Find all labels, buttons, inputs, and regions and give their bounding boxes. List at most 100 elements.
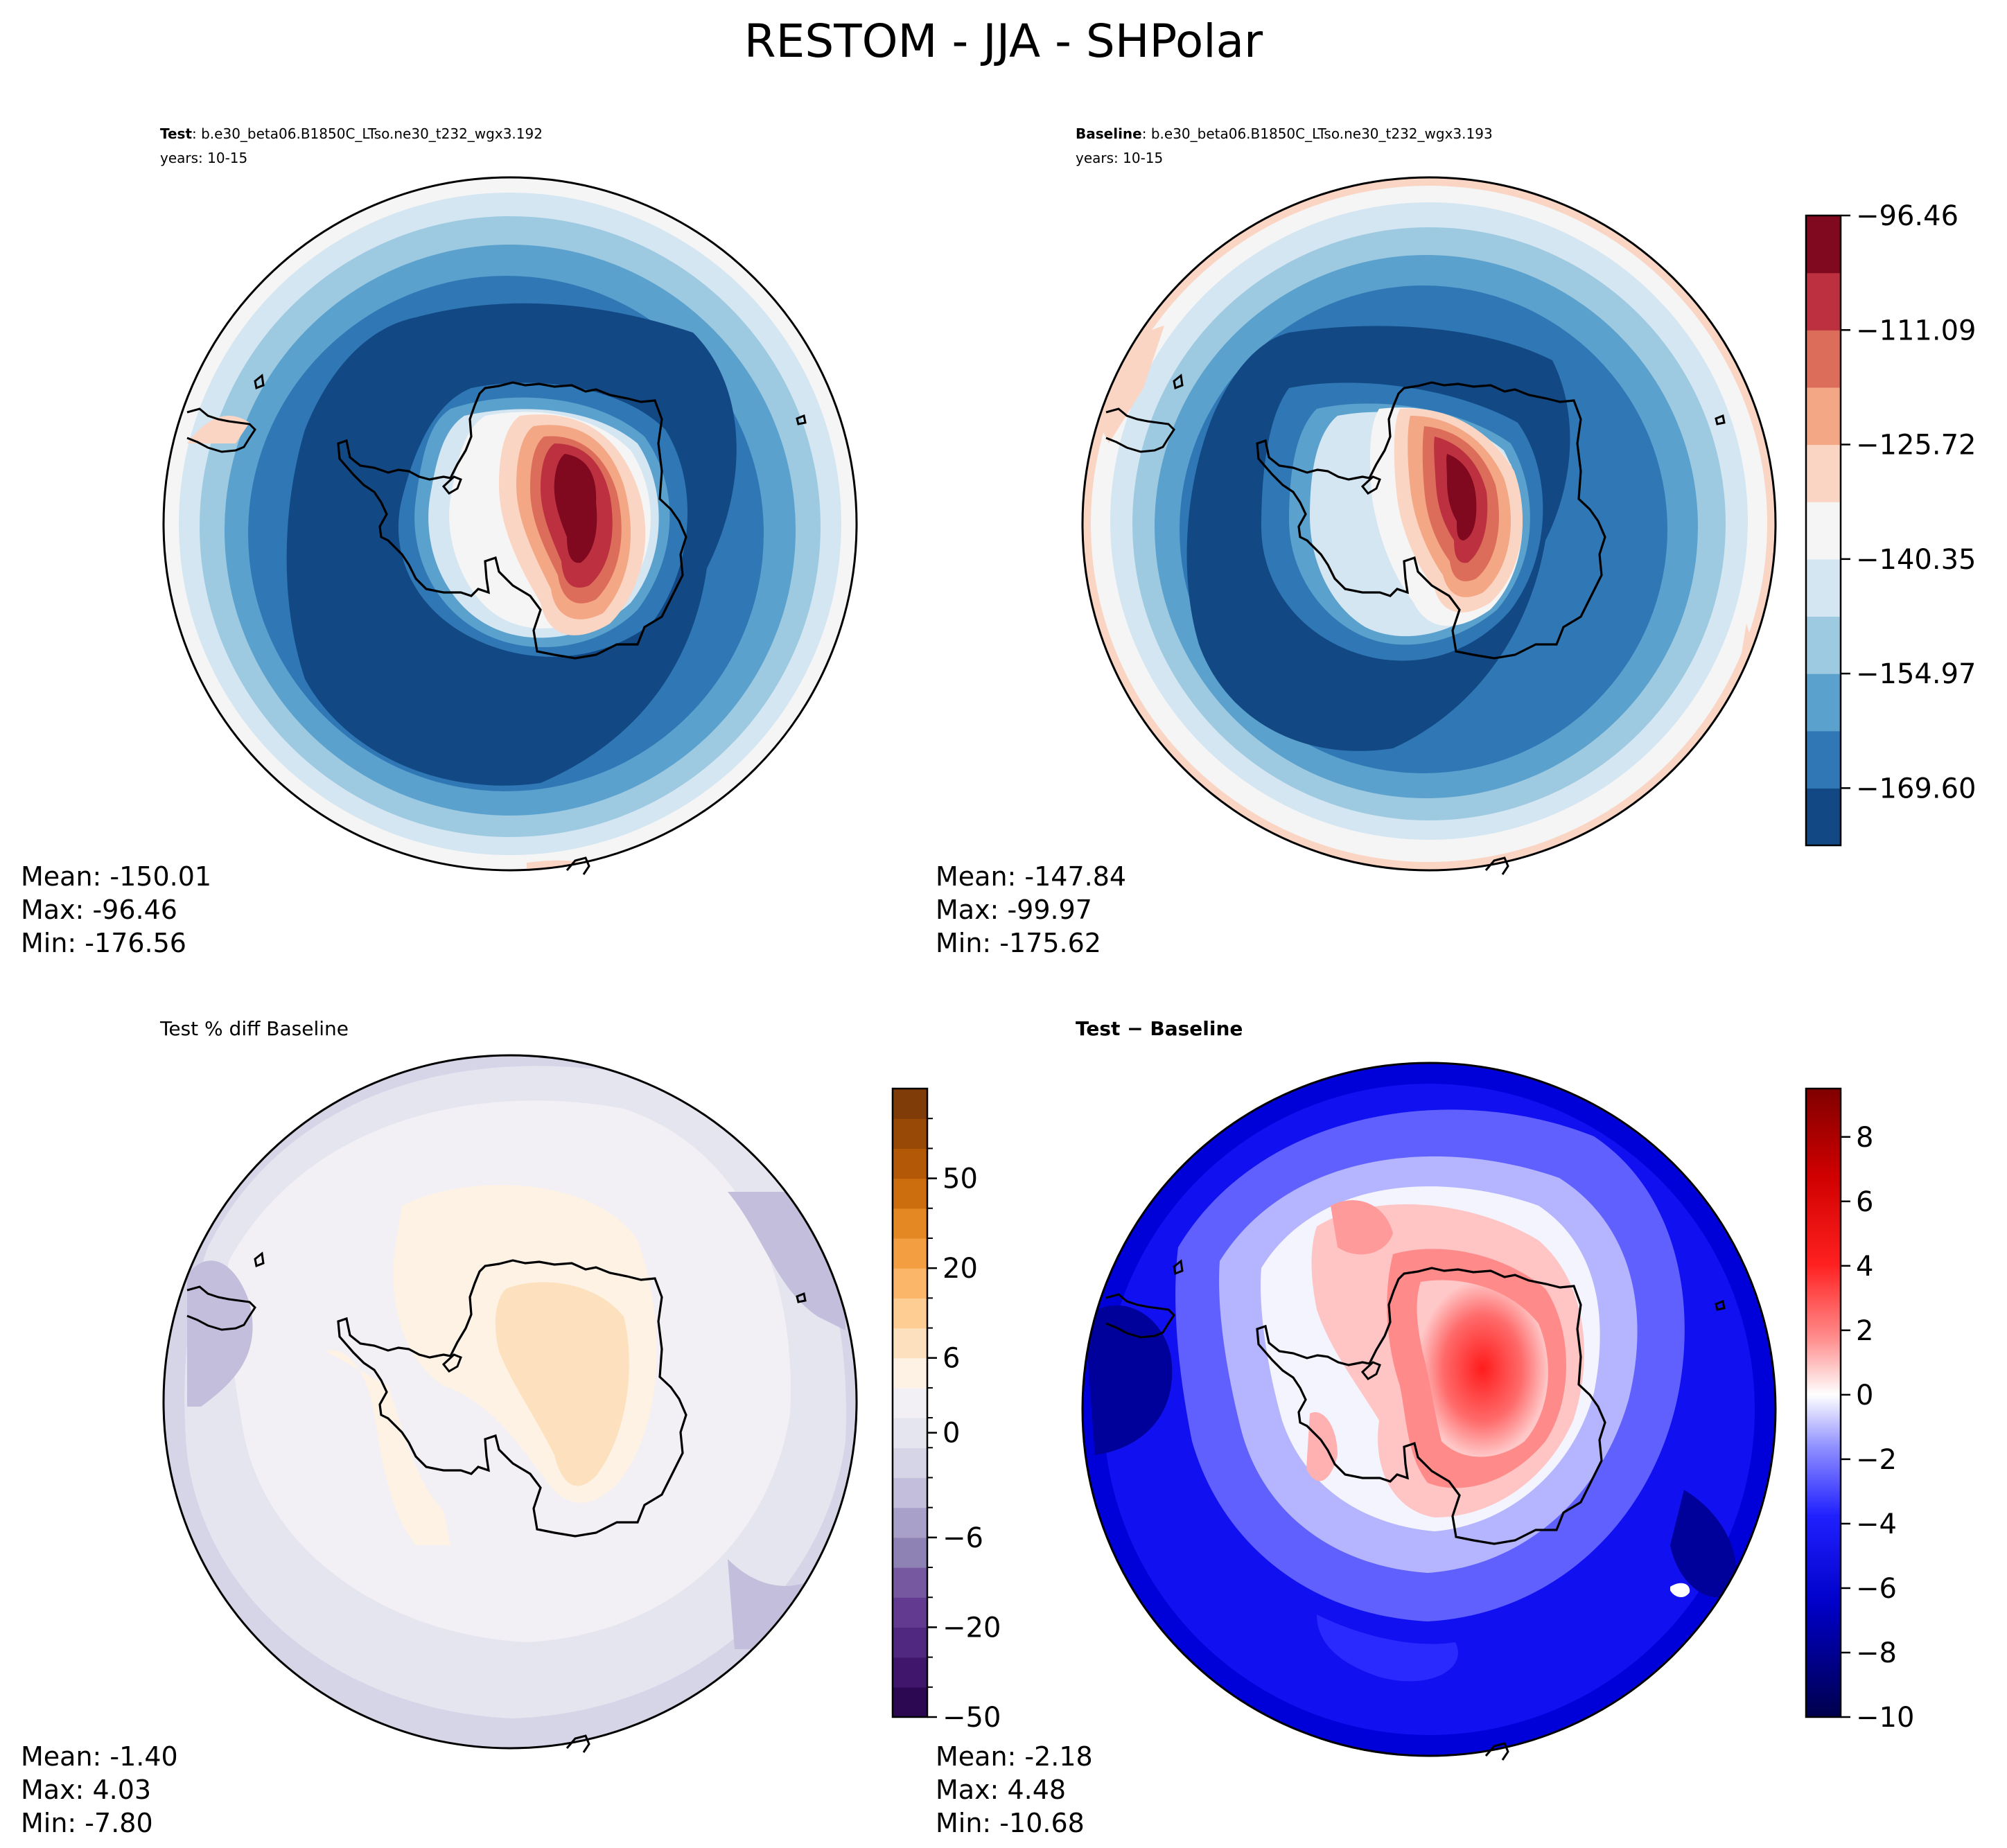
colorbar-baseline-tick-label: −111.09 [1856, 315, 1976, 346]
coastline-baseline [1256, 381, 1606, 660]
colorbar-diff-frame [1805, 1087, 1842, 1718]
colorbar-diff-tick-label: 8 [1856, 1122, 1873, 1154]
colorbar-pct-diff-swatch [893, 1298, 927, 1329]
island-baseline-1 [1360, 475, 1381, 495]
figure-title: RESTOM - JJA - SHPolar [744, 15, 1263, 68]
panel-pct-diff-stat-min: Min: -7.80 [21, 1808, 153, 1838]
panel-test-stat-max: Max: -96.46 [21, 895, 177, 925]
colorbar-diff-tick-label: 0 [1856, 1380, 1873, 1411]
colorbar-pct-diff-swatch [893, 1687, 927, 1718]
colorbar-baseline-swatch [1806, 444, 1841, 502]
colorbar-pct-diff-swatch [893, 1238, 927, 1269]
colorbar-baseline-swatch [1806, 558, 1841, 617]
panel-test-subtitle: years: 10-15 [160, 150, 247, 166]
panel-pct-diff-stat-max: Max: 4.03 [21, 1775, 151, 1805]
colorbar-pct-diff-tick-label: 6 [943, 1343, 960, 1375]
panel-test-title-case: : b.e30_beta06.B1850C_LTso.ne30_t232_wgx… [192, 125, 543, 142]
small-island-diff [1173, 1259, 1184, 1276]
panel-pct-diff-title: Test % diff Baseline [159, 1017, 349, 1040]
island-diff-1 [1360, 1361, 1381, 1380]
map-diff [1083, 1063, 1776, 1756]
colorbar-pct-diff-swatch [893, 1178, 927, 1209]
colorbar-baseline-frame [1805, 214, 1842, 847]
colorbar-baseline-swatch [1806, 788, 1841, 846]
colorbar-diff-gradient [1806, 1089, 1841, 1717]
colorbar-diff-tick-label: 4 [1856, 1251, 1873, 1283]
colorbar-pct-diff-swatch [893, 1387, 927, 1418]
colorbar-baseline-tick-label: −169.60 [1856, 773, 1976, 804]
peninsula-pct-diff [186, 1285, 256, 1331]
colorbar-baseline-tick-label: −96.46 [1856, 200, 1958, 232]
panel-diff-stat-max: Max: 4.48 [936, 1775, 1066, 1805]
colorbar-pct-diff-swatch [893, 1507, 927, 1538]
colorbar-pct-diff-swatch [893, 1657, 927, 1688]
peninsula-diff [1105, 1293, 1175, 1339]
colorbar-baseline-swatch [1806, 502, 1841, 560]
colorbar-baseline-swatch [1806, 330, 1841, 388]
panel-baseline-stat-min: Min: -175.62 [936, 928, 1101, 958]
colorbar-diff-tick-label: 2 [1856, 1315, 1873, 1347]
panel-baseline-stat-max: Max: -99.97 [936, 895, 1092, 925]
colorbar-baseline-tick-label: −125.72 [1856, 430, 1976, 461]
colorbar-diff: 8 6 4 2 0 −2 −4 −6 −8 −10 [1805, 1087, 1914, 1734]
colorbar-diff-tick-label: −4 [1856, 1508, 1897, 1540]
colorbar-diff-tick-label: −8 [1856, 1637, 1897, 1669]
coastline-test [337, 381, 687, 660]
small-island-pct-diff-2 [796, 1292, 807, 1303]
island-pct-diff-1 [441, 1353, 462, 1373]
peninsula-baseline [1105, 407, 1175, 453]
map-pct-diff-boundary [162, 1054, 858, 1750]
colorbar-pct-diff-swatch [893, 1357, 927, 1389]
colorbar-baseline-swatch [1806, 272, 1841, 331]
colorbar-pct-diff-tick-label: −20 [943, 1612, 1001, 1644]
map-baseline-boundary [1081, 176, 1777, 872]
map-baseline [1083, 177, 1776, 870]
map-pct-diff [164, 1055, 857, 1748]
panel-baseline-title: Baseline: b.e30_beta06.B1850C_LTso.ne30_… [1076, 125, 1493, 142]
colorbar-diff-tick-label: −6 [1856, 1573, 1897, 1605]
panel-baseline-subtitle: years: 10-15 [1076, 150, 1163, 166]
colorbar-pct-diff-swatch [893, 1597, 927, 1628]
colorbar-pct-diff-swatch [893, 1447, 927, 1479]
colorbar-diff-tick-label: −10 [1856, 1702, 1914, 1734]
colorbar-pct-diff-swatch [893, 1208, 927, 1239]
colorbar-baseline-swatch [1806, 616, 1841, 674]
map-test-boundary [162, 176, 858, 872]
panel-baseline-title-case: : b.e30_beta06.B1850C_LTso.ne30_t232_wgx… [1142, 125, 1493, 142]
colorbar-baseline-swatch [1806, 730, 1841, 789]
colorbar-pct-diff-swatch [893, 1089, 927, 1119]
small-island-baseline-2 [1715, 414, 1726, 425]
coastline-diff [1256, 1267, 1606, 1545]
small-island-baseline [1173, 373, 1184, 390]
small-island-diff-2 [1715, 1299, 1726, 1311]
panel-pct-diff-stat-mean: Mean: -1.40 [21, 1741, 178, 1772]
island-test-1 [441, 475, 462, 495]
colorbar-pct-diff-swatch [893, 1418, 927, 1448]
colorbar-baseline-swatch [1806, 387, 1841, 446]
colorbar-pct-diff-swatch [893, 1567, 927, 1598]
colorbar-pct-diff-swatch [893, 1268, 927, 1299]
colorbar-baseline-tick-label: −154.97 [1856, 658, 1976, 690]
small-island-test-2 [796, 414, 807, 425]
panel-baseline-title-bold: Baseline [1076, 125, 1142, 142]
panel-baseline-stat-mean: Mean: -147.84 [936, 861, 1126, 892]
panel-test-stat-min: Min: -176.56 [21, 928, 186, 958]
colorbar-pct-diff-tick-label: 20 [943, 1253, 978, 1285]
colorbar-baseline-tick-label: −140.35 [1856, 544, 1976, 576]
colorbar-baseline: −96.46 −111.09 −125.72 −140.35 −154.97 −169.6… [1805, 200, 1976, 847]
coastline-pct-diff [337, 1259, 687, 1538]
colorbar-diff-tick-label: 6 [1856, 1186, 1873, 1218]
panel-test: Test: b.e30_beta06.B1850C_LTso.ne30_t232… [21, 125, 858, 958]
colorbar-pct-diff-tick-label: 50 [943, 1163, 978, 1195]
panel-diff-stat-mean: Mean: -2.18 [936, 1741, 1093, 1772]
colorbar-pct-diff-swatch [893, 1627, 927, 1658]
colorbar-pct-diff-swatch [893, 1477, 927, 1508]
colorbar-pct-diff-tick-label: −6 [943, 1522, 983, 1554]
colorbar-baseline-swatch [1806, 674, 1841, 732]
map-diff-boundary [1081, 1062, 1777, 1757]
peninsula-test [186, 407, 256, 453]
colorbar-pct-diff-swatch [893, 1537, 927, 1568]
colorbar-pct-diff: 50 20 6 0 −6 −20 −50 [891, 1087, 1001, 1734]
colorbar-pct-diff-swatch [893, 1148, 927, 1179]
